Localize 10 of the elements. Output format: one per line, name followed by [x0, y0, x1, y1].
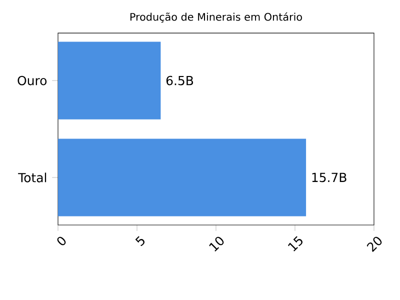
y-tick-label: Ouro [18, 76, 47, 86]
x-tick-label: 15 [288, 236, 302, 252]
chart-title: Produção de Minerais em Ontário [130, 12, 302, 23]
x-tick-label: 0 [57, 236, 66, 246]
data-label: 15.7B [312, 172, 346, 182]
x-tick-label: 5 [135, 236, 144, 246]
x-tick-label: 10 [209, 236, 224, 252]
x-tick-label: 20 [366, 236, 382, 252]
y-tick-label: Total [18, 172, 46, 182]
data-label: 6.5B [166, 76, 194, 86]
